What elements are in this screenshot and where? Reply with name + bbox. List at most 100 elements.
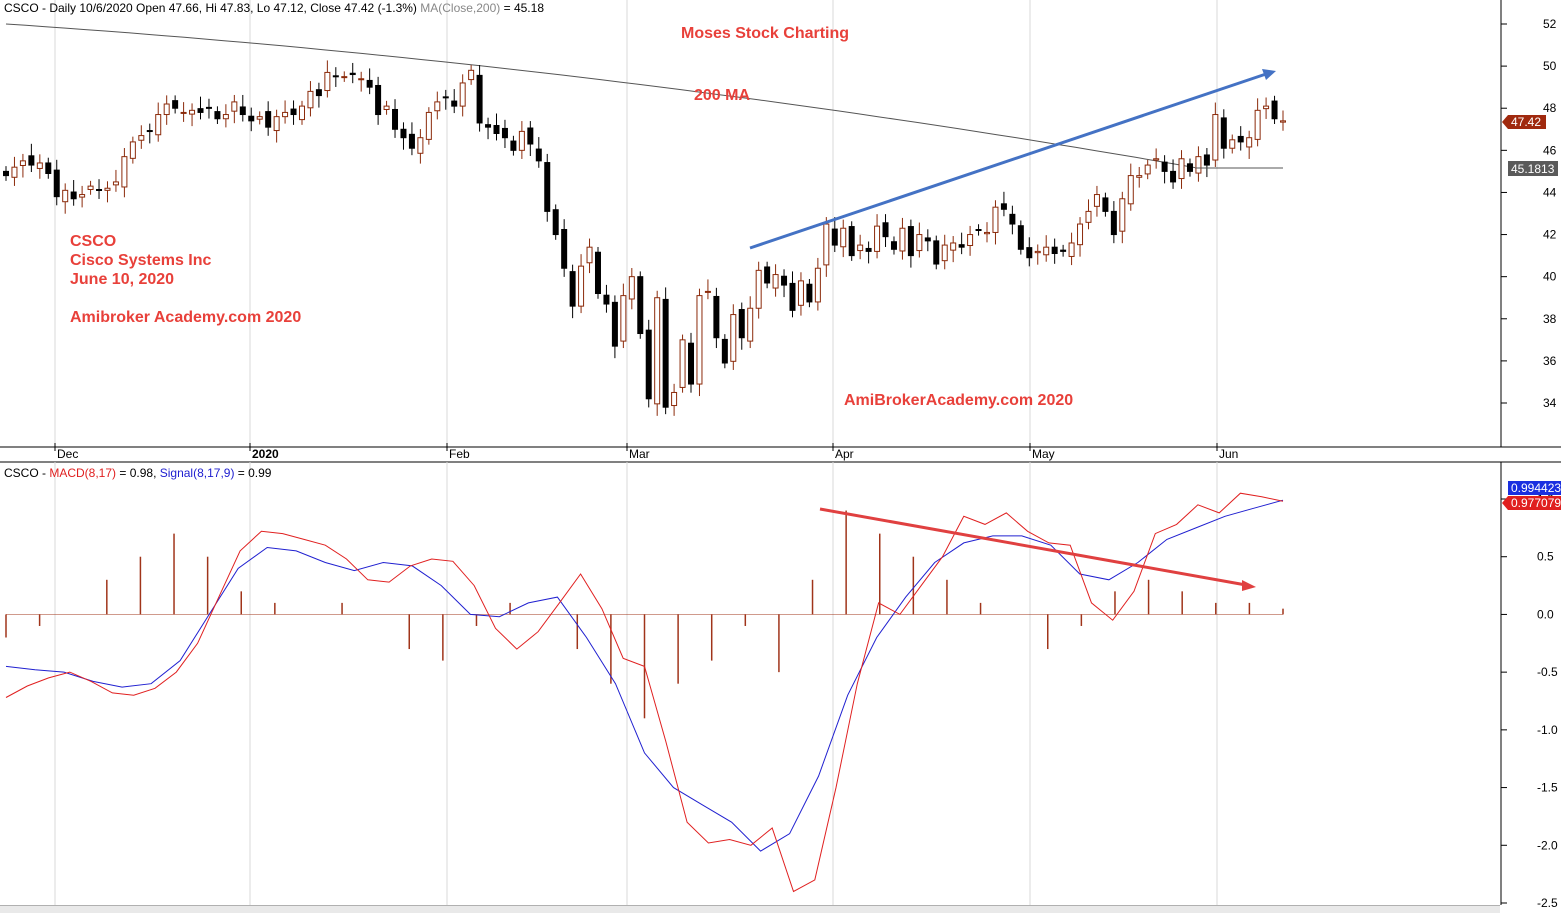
candle-body (713, 295, 720, 339)
candle-body (392, 108, 399, 130)
candle-body (366, 79, 373, 88)
candle-body (958, 244, 965, 248)
candle-body (112, 181, 119, 186)
candle-body (408, 133, 415, 149)
annotation-site-left: Amibroker Academy.com 2020 (70, 309, 301, 326)
candle-body (1263, 105, 1270, 110)
candle-body (1043, 246, 1050, 256)
candle-body (1271, 100, 1278, 120)
candle-body (96, 188, 103, 191)
price-header: CSCO - Daily 10/6/2020 Open 47.66, Hi 47… (4, 1, 544, 15)
candle-body (1280, 120, 1286, 123)
candle-body (654, 297, 661, 405)
candle-body (53, 169, 60, 198)
price-tick-label: 38 (1543, 312, 1557, 326)
price-tick-label: 52 (1543, 17, 1557, 31)
candle-body (1212, 114, 1219, 161)
candle-body (865, 247, 872, 252)
candle-body (882, 222, 889, 238)
candle-body (620, 295, 627, 342)
price-tick-label: 46 (1543, 143, 1557, 157)
candle-body (45, 162, 52, 174)
candle-body (628, 276, 635, 300)
trend-down-arrow (819, 507, 1256, 591)
candle-body (730, 314, 737, 362)
ma-badge: 45.1813 (1508, 161, 1558, 176)
candle-body (637, 276, 644, 335)
candle-body (442, 96, 449, 99)
candle-body (146, 130, 153, 133)
candle-body (586, 246, 593, 264)
price-tick-label: 48 (1543, 101, 1557, 115)
candle-body (916, 234, 923, 252)
candle-body (324, 71, 331, 92)
price-tick-label: 50 (1543, 59, 1557, 73)
candle-body (375, 84, 382, 116)
candle-body (544, 162, 551, 212)
candle-body (214, 111, 221, 120)
candle-body (1144, 164, 1151, 175)
candle-body (298, 105, 305, 121)
signal-badge: 0.994423 (1508, 481, 1561, 495)
month-label: May (1032, 447, 1055, 461)
svg-text:47.42: 47.42 (1511, 115, 1541, 129)
candle-body (840, 227, 847, 248)
candle-body (688, 342, 695, 385)
candle-body (1068, 242, 1075, 257)
candle-body (1017, 225, 1024, 250)
price-tick-label: 40 (1543, 270, 1557, 284)
candle-body (493, 124, 500, 134)
candle-body (349, 72, 356, 76)
candle-body (1170, 170, 1177, 183)
candle-body (425, 111, 432, 140)
macd-badge: 0.977079 (1502, 496, 1561, 510)
month-label: Dec (57, 447, 78, 461)
candle-body (874, 225, 881, 252)
candle-body (696, 295, 703, 385)
candle-body (831, 228, 838, 246)
month-label: Apr (835, 447, 854, 461)
macd-tick-label: -2.0 (1537, 838, 1558, 852)
candle-body (1237, 135, 1244, 143)
candle-body (104, 187, 111, 191)
candle-body (1119, 198, 1126, 232)
candle-body (341, 76, 348, 79)
annotation-ma-note: 200 MA (694, 87, 750, 104)
candle-body (1178, 158, 1185, 180)
ma200-line (5, 23, 1196, 169)
macd-histogram (5, 510, 1284, 719)
candle-body (265, 111, 272, 128)
annotation-company: Cisco Systems Inc (70, 252, 212, 269)
candle-body (282, 111, 289, 118)
month-label: Feb (449, 447, 470, 461)
candle-body (1195, 156, 1202, 174)
candle-body (1085, 210, 1092, 223)
candle-body (857, 244, 864, 252)
macd-header: CSCO - MACD(8,17) = 0.98, Signal(8,17,9)… (4, 466, 272, 480)
candle-body (738, 309, 745, 339)
candle-body (527, 127, 534, 145)
sheet-tab-bar[interactable] (0, 905, 1500, 913)
macd-line (5, 492, 1284, 893)
candle-body (781, 275, 788, 286)
macd-tick-label: 0.5 (1537, 550, 1554, 564)
candle-body (941, 244, 948, 262)
trend-up-arrow (749, 69, 1276, 250)
candle-body (814, 267, 821, 303)
candle-body (721, 338, 728, 364)
candle-body (400, 128, 407, 139)
candle-body (417, 137, 424, 154)
annotation-ticker: CSCO (70, 233, 116, 250)
candle-body (19, 160, 26, 166)
candle-body (11, 166, 18, 178)
candle-body (358, 78, 365, 81)
candle-body (62, 189, 69, 203)
candle-body (552, 209, 559, 236)
candle-body (772, 274, 779, 289)
candle-body (1246, 137, 1253, 148)
close-badge: 47.42 (1502, 115, 1546, 129)
candle-body (967, 234, 974, 247)
candle-body (890, 241, 897, 250)
candle-body (189, 109, 196, 115)
